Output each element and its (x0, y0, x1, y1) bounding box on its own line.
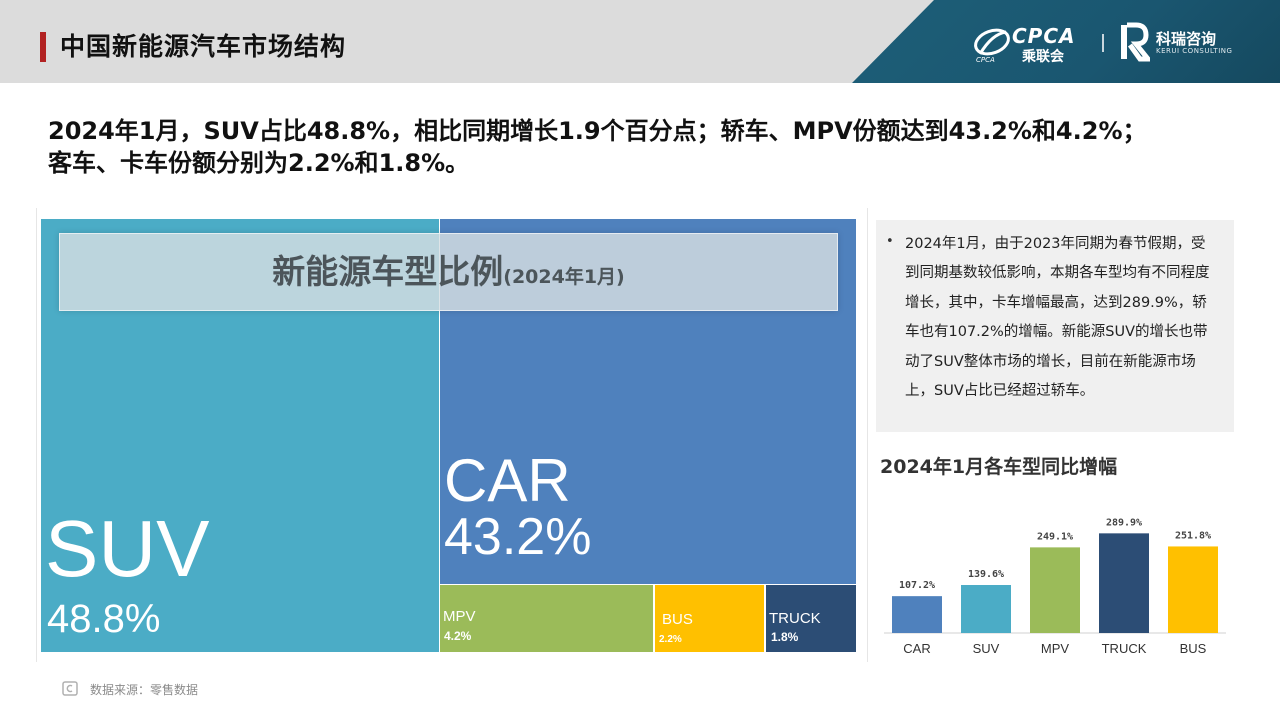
treemap-tile-bus: BUS 2.2% (655, 585, 764, 652)
treemap-frame (36, 208, 868, 662)
growth-data-label-suv: 139.6% (968, 569, 1004, 580)
svg-text:CPCA: CPCA (976, 56, 995, 64)
treemap-tile-mpv: MPV 4.2% (440, 585, 653, 652)
growth-data-label-mpv: 249.1% (1037, 531, 1073, 542)
growth-data-label-bus: 251.8% (1175, 530, 1211, 541)
treemap-label-car: CAR (444, 447, 571, 514)
notes-text: 2024年1月，由于2023年同期为春节假期，受到同期基数较低影响，本期各车型均… (905, 236, 1210, 400)
notes-bullet: • (886, 234, 894, 249)
treemap-value-mpv: 4.2% (444, 629, 472, 643)
treemap-title-sub: (2024年1月) (503, 266, 625, 288)
page-title: 中国新能源汽车市场结构 (60, 32, 347, 61)
treemap-value-suv: 48.8% (47, 597, 161, 641)
treemap-value-truck: 1.8% (771, 630, 799, 644)
growth-bar-car (892, 596, 942, 633)
growth-bar-mpv (1030, 547, 1080, 633)
growth-bar-truck (1099, 533, 1149, 633)
growth-bar-suv (961, 585, 1011, 633)
summary-line-2: 客车、卡车份额分别为2.2%和1.8%。 (48, 149, 470, 177)
treemap-title-main: 新能源车型比例 (272, 252, 504, 291)
growth-tick-label-mpv: MPV (1041, 641, 1070, 656)
kerui-logo-icon (1121, 22, 1150, 62)
kerui-logo-subtitle: KERUI CONSULTING (1156, 47, 1233, 55)
logo-divider (1102, 34, 1104, 52)
notes-box: • 2024年1月，由于2023年同期为春节假期，受到同期基数较低影响，本期各车… (876, 220, 1234, 432)
cpca-logo-text: CPCA (1012, 24, 1076, 48)
growth-bar-chart: 107.2% CAR 139.6% SUV 249.1% MPV 289.9% TRUCK 25… (884, 517, 1226, 656)
growth-bar-bus (1168, 546, 1218, 633)
cpca-logo-subtitle: 乘联会 (1022, 49, 1064, 65)
growth-tick-label-bus: BUS (1180, 641, 1207, 656)
header-accent-bar (40, 32, 46, 62)
logo-panel (852, 0, 1280, 83)
treemap-label-bus: BUS (662, 611, 693, 628)
treemap-label-suv: SUV (45, 504, 210, 593)
treemap-label-mpv: MPV (443, 608, 476, 625)
growth-data-label-car: 107.2% (899, 580, 935, 591)
treemap-value-bus: 2.2% (659, 634, 682, 645)
treemap-tile-truck: TRUCK 1.8% (766, 585, 856, 652)
growth-tick-label-suv: SUV (973, 641, 1000, 656)
growth-data-label-truck: 289.9% (1106, 517, 1142, 528)
summary-text: 2024年1月，SUV占比48.8%，相比同期增长1.9个百分点；轿车、MPV份… (48, 115, 1248, 179)
kerui-logo-text: 科瑞咨询 (1156, 30, 1217, 48)
summary-line-1: 2024年1月，SUV占比48.8%，相比同期增长1.9个百分点；轿车、MPV份… (48, 117, 1147, 145)
treemap-title-box: 新能源车型比例(2024年1月) (59, 233, 838, 311)
data-source-icon (62, 681, 78, 696)
growth-tick-label-truck: TRUCK (1102, 641, 1147, 656)
growth-tick-label-car: CAR (903, 641, 930, 656)
data-source-text: 数据来源：零售数据 (90, 683, 199, 697)
growth-chart-title: 2024年1月各车型同比增幅 (880, 456, 1118, 478)
treemap-title: 新能源车型比例(2024年1月) (60, 234, 837, 310)
cpca-logo-icon: CPCA (974, 28, 1010, 64)
treemap-value-car: 43.2% (444, 508, 592, 566)
treemap-label-truck: TRUCK (769, 610, 821, 627)
